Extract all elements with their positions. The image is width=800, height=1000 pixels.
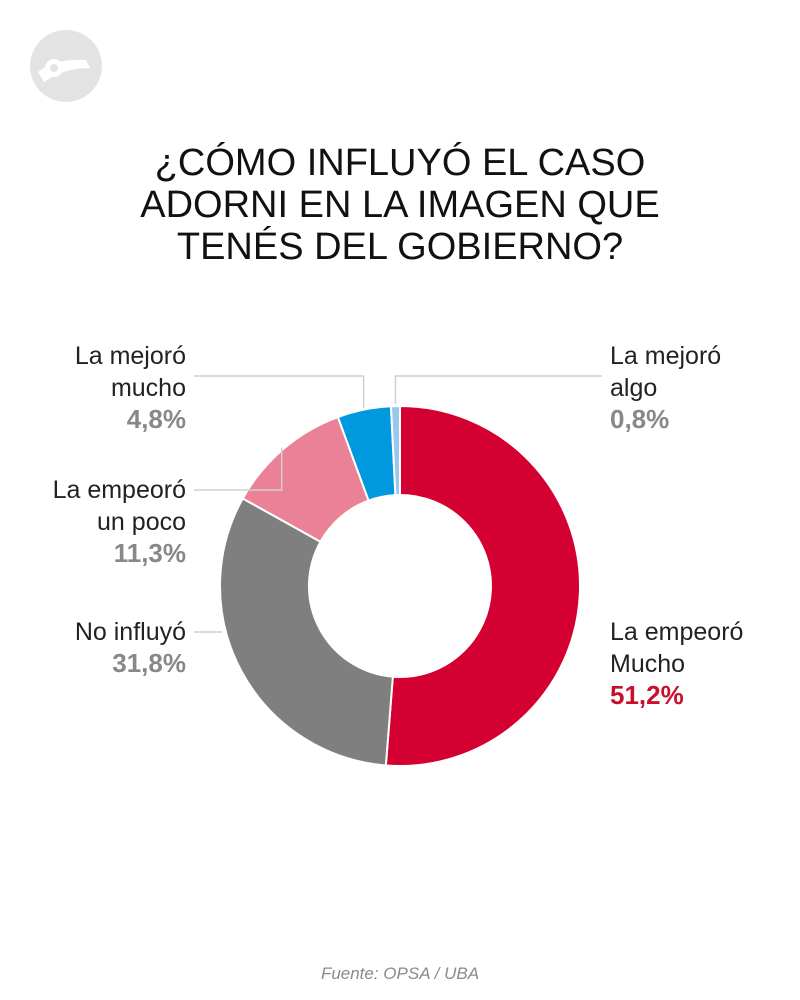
donut-slice-2 <box>219 497 394 767</box>
leader-line-5 <box>394 375 602 405</box>
title-line-2: ADORNI EN LA IMAGEN QUE <box>140 184 660 226</box>
source-note: Fuente: OPSA / UBA <box>320 964 480 983</box>
leader-line-3 <box>194 447 283 491</box>
slice-label-text: No influyó <box>75 618 186 646</box>
slice-value-label: 0,8% <box>610 404 669 434</box>
title-line-3: TENÉS DEL GOBIERNO? <box>176 226 624 268</box>
slice-label-text: Mucho <box>610 650 685 678</box>
slice-value-label: 11,3% <box>114 538 186 568</box>
slice-value-label: 4,8% <box>127 404 186 434</box>
slice-value-label: 31,8% <box>112 648 186 678</box>
slice-label-text: mucho <box>111 374 186 402</box>
slice-label-text: La mejoró <box>75 342 186 370</box>
slice-label-text: algo <box>610 374 657 402</box>
donut-slice-1 <box>384 404 581 767</box>
chart-title: ¿CÓMO INFLUYÓ EL CASO ADORNI EN LA IMAGE… <box>100 142 700 268</box>
outlet-logo-icon <box>30 30 102 102</box>
slice-label-text: La empeoró <box>53 476 186 504</box>
slice-value-label: 51,2% <box>610 680 684 710</box>
slice-label-text: La mejoró <box>610 342 721 370</box>
leader-line-4 <box>194 375 365 408</box>
donut-slice-5 <box>389 404 401 497</box>
slice-label-text: un poco <box>97 508 186 536</box>
title-line-1: ¿CÓMO INFLUYÓ EL CASO <box>154 142 646 184</box>
slice-label-text: La empeoró <box>610 618 743 646</box>
